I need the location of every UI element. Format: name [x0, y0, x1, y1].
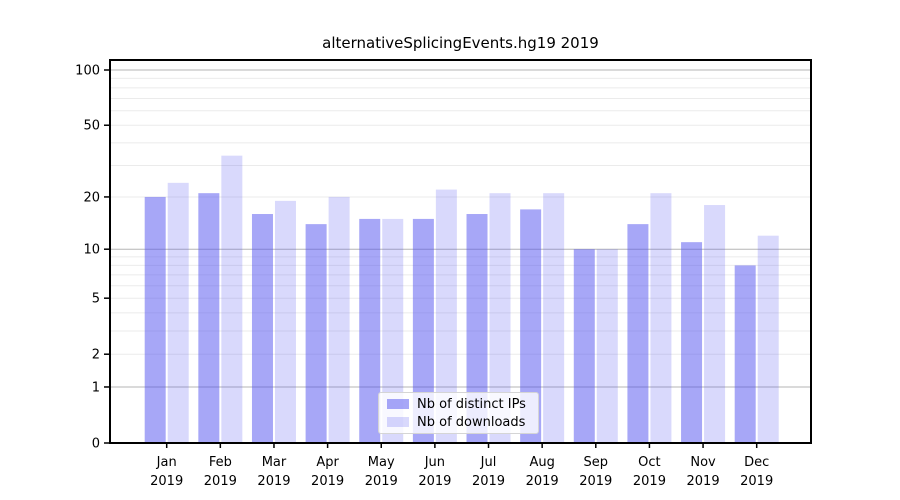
legend-item-distinct-ips: Nb of distinct IPs: [387, 397, 526, 412]
bar-distinct-ips-jul: [466, 214, 488, 443]
legend-swatch-distinct-ips: [387, 399, 409, 409]
legend-item-downloads: Nb of downloads: [387, 415, 526, 430]
bar-downloads-jan: [167, 182, 189, 443]
legend-label-downloads: Nb of downloads: [417, 414, 526, 430]
x-tick-label-month: Jul: [480, 455, 497, 470]
x-tick-label-month: Apr: [316, 455, 339, 470]
y-tick-label: 50: [83, 119, 100, 134]
x-tick-label-year: 2019: [311, 474, 344, 489]
bar-downloads-dec: [757, 235, 779, 443]
x-tick-label-month: Feb: [209, 455, 232, 470]
legend-swatch-downloads: [387, 417, 409, 427]
y-tick-label: 100: [75, 64, 100, 79]
x-tick-label-year: 2019: [526, 474, 559, 489]
bar-distinct-ips-aug: [520, 209, 542, 443]
x-tick-label-year: 2019: [740, 474, 773, 489]
bar-downloads-nov: [704, 205, 726, 443]
bar-downloads-aug: [543, 193, 565, 443]
legend-label-distinct-ips: Nb of distinct IPs: [417, 396, 526, 412]
bar-downloads-sep: [596, 249, 618, 443]
x-tick-label-month: Dec: [744, 455, 769, 470]
bar-downloads-oct: [650, 193, 672, 443]
x-tick-label-month: Jun: [424, 455, 445, 470]
bar-downloads-jun: [435, 189, 457, 443]
bar-distinct-ips-sep: [573, 249, 595, 443]
x-tick-label-month: Sep: [584, 455, 609, 470]
x-tick-label-month: Mar: [262, 455, 287, 470]
chart-title: alternativeSplicingEvents.hg19 2019: [322, 34, 599, 52]
x-tick-label-year: 2019: [150, 474, 183, 489]
x-tick-label-year: 2019: [418, 474, 451, 489]
x-tick-label-year: 2019: [365, 474, 398, 489]
y-tick-label: 20: [83, 190, 100, 205]
x-tick-label-month: Nov: [690, 455, 716, 470]
bar-distinct-ips-jan: [144, 196, 166, 443]
x-tick-label-month: May: [368, 455, 395, 470]
bar-downloads-jul: [489, 193, 511, 443]
bar-downloads-apr: [328, 196, 350, 443]
x-tick-label-month: Oct: [638, 455, 660, 470]
bar-distinct-ips-oct: [627, 224, 649, 443]
x-tick-label-year: 2019: [472, 474, 505, 489]
x-tick-label-month: Aug: [529, 455, 554, 470]
y-tick-label: 0: [92, 437, 100, 452]
x-tick-label-year: 2019: [579, 474, 612, 489]
bar-downloads-may: [382, 218, 404, 443]
y-tick-label: 1: [92, 380, 100, 395]
x-tick-label-year: 2019: [204, 474, 237, 489]
x-tick-label-year: 2019: [687, 474, 720, 489]
bar-distinct-ips-nov: [681, 242, 703, 443]
y-tick-label: 2: [92, 348, 100, 363]
y-tick-label: 10: [83, 243, 100, 258]
y-tick-label: 5: [92, 292, 100, 307]
bar-distinct-ips-jun: [412, 218, 434, 443]
bar-distinct-ips-mar: [251, 214, 273, 443]
legend: Nb of distinct IPs Nb of downloads: [378, 392, 539, 434]
bar-downloads-feb: [221, 155, 243, 444]
x-tick-label-year: 2019: [633, 474, 666, 489]
bar-distinct-ips-dec: [734, 265, 756, 443]
x-tick-label-year: 2019: [257, 474, 290, 489]
bar-downloads-mar: [274, 200, 296, 443]
bar-distinct-ips-feb: [198, 193, 220, 443]
plot-frame: [109, 59, 812, 444]
bar-distinct-ips-apr: [305, 224, 327, 443]
bar-distinct-ips-may: [359, 218, 381, 443]
x-tick-label-month: Jan: [156, 455, 177, 470]
